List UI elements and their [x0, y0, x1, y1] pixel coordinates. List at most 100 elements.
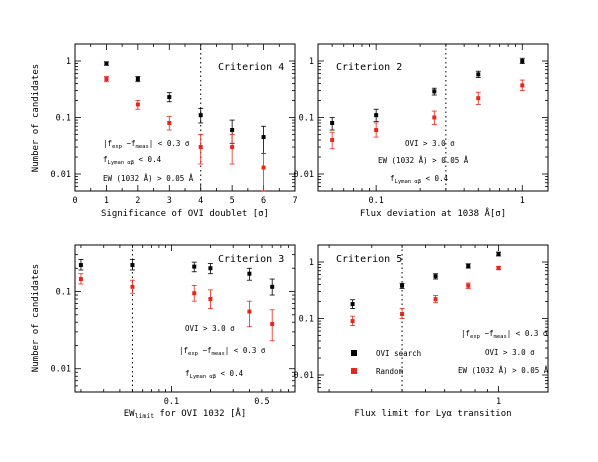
legend-marker-ovi-search [351, 350, 357, 356]
random-point [433, 297, 438, 302]
panel-criterion-4: 0.01 0.1 1 0 1 2 3 4 5 6 7 Criterion 4 |fexp −fmea… [31, 43, 298, 219]
plot-frame [74, 244, 296, 393]
ovi-search-point [432, 89, 437, 94]
x-tick-label: 0 [72, 196, 77, 206]
y-tick-label: 0.1 [299, 315, 314, 325]
random-point [270, 321, 275, 326]
y-tick-label: 0.1 [56, 114, 71, 124]
x-axis-label: Flux limit for Lyα transition [354, 409, 511, 419]
ovi-search-point [476, 72, 481, 77]
x-tick-label: 3 [167, 196, 172, 206]
random-point [104, 77, 109, 82]
ovi-search-point [270, 284, 275, 289]
y-tick-label: 0.01 [51, 170, 71, 180]
random-point [130, 284, 135, 289]
x-tick-label: 5 [230, 196, 235, 206]
annotation-equivalent-width: EW (1032 Å) > 0.05 Å [103, 174, 194, 183]
y-tick-label: 1 [309, 57, 314, 67]
y-tick-label: 0.01 [294, 371, 314, 381]
random-point [476, 96, 481, 101]
y-tick-label: 0.1 [299, 114, 314, 124]
ovi-search-point [208, 266, 213, 271]
random-point [198, 145, 203, 150]
y-tick-label: 1 [309, 258, 314, 268]
ovi-search-point [520, 59, 525, 64]
random-point [520, 83, 525, 88]
random-point [374, 128, 379, 133]
x-tick-label: 0.5 [254, 397, 269, 407]
x-tick-label: 0.1 [368, 196, 383, 206]
annotation-flux-consistency: |fexp −fmeas| < 0.3 σ [461, 329, 548, 340]
panel-criterion-3: 0.01 0.1 0.1 0.5 Criterion 3 OVI > 3.0 σ |f… [31, 244, 296, 420]
x-axis-label: Significance of OVI doublet [σ] [101, 209, 269, 219]
y-tick-label: 0.01 [51, 365, 71, 375]
ovi-search-point [330, 120, 335, 125]
criterion-label: Criterion 2 [336, 62, 402, 73]
x-tick-label: 4 [198, 196, 203, 206]
random-point [432, 115, 437, 120]
ovi-search-point [130, 263, 135, 268]
annotation-lyman-ratio: fLyman αβ < 0.4 [185, 369, 244, 380]
ovi-search-point [350, 302, 355, 307]
ovi-search-point [247, 271, 252, 276]
random-point [208, 296, 213, 301]
annotation-lyman-ratio: fLyman αβ < 0.4 [390, 174, 449, 185]
random-point [400, 312, 405, 317]
ovi-search-point [466, 263, 471, 268]
legend-label-ovi-search: OVI search [376, 349, 421, 358]
y-tick-label: 0.1 [56, 288, 71, 298]
ovi-search-point [433, 274, 438, 279]
random-point [192, 291, 197, 296]
x-tick-label: 7 [292, 196, 297, 206]
random-point [466, 283, 471, 288]
ovi-search-point [167, 95, 172, 100]
ovi-search-point [496, 252, 501, 257]
x-axis-label: Flux deviation at 1038 Å[σ] [360, 207, 506, 219]
y-tick-label: 1 [66, 57, 71, 67]
criterion-label: Criterion 4 [218, 62, 284, 73]
criterion-label: Criterion 3 [218, 254, 284, 265]
panel-criterion-2: 0.01 0.1 1 0.1 1 Criterion 2 OVI > 3.0 σ EW … [294, 43, 549, 219]
random-point [330, 137, 335, 142]
y-axis-label: Number of candidates [31, 64, 41, 172]
annotation-lyman-ratio: fLyman αβ < 0.4 [103, 155, 162, 166]
annotation-equivalent-width: EW (1032 Å) > 0.05 Å [458, 366, 549, 375]
random-point [261, 165, 266, 170]
legend-marker-random [351, 368, 357, 374]
y-tick-label: 0.01 [294, 170, 314, 180]
x-tick-label: 1 [104, 196, 109, 206]
random-point [78, 277, 83, 282]
ovi-search-point [261, 135, 266, 140]
ovi-search-point [400, 283, 405, 288]
annotation-equivalent-width: EW (1032 Å) > 0.05 Å [378, 156, 469, 165]
annotation-ovi-significance: OVI > 3.0 σ [185, 324, 235, 333]
annotation-ovi-significance: OVI > 3.0 σ [405, 139, 455, 148]
ovi-search-point [230, 128, 235, 133]
ovi-search-point [374, 113, 379, 118]
random-point [167, 120, 172, 125]
x-tick-label: 2 [135, 196, 140, 206]
criterion-label: Criterion 5 [336, 254, 402, 265]
ovi-search-point [78, 263, 83, 268]
x-tick-label: 1 [496, 397, 501, 407]
x-tick-label: 0.1 [164, 397, 179, 407]
annotation-ovi-significance: OVI > 3.0 σ [485, 348, 535, 357]
x-tick-label: 6 [261, 196, 266, 206]
ovi-search-point [104, 61, 109, 66]
random-point [135, 102, 140, 107]
random-point [350, 319, 355, 324]
ovi-search-point [192, 264, 197, 269]
random-point [496, 266, 501, 271]
annotation-flux-consistency: |fexp −fmeas| < 0.3 σ [103, 139, 190, 150]
y-axis-label: Number of candidates [31, 264, 41, 372]
ovi-search-point [135, 77, 140, 82]
ovi-search-point [198, 113, 203, 118]
random-point [230, 145, 235, 150]
random-point [247, 309, 252, 314]
x-axis-label: EWlimit for OVI 1032 [Å] [124, 407, 247, 420]
legend-label-random: Random [376, 367, 404, 376]
annotation-flux-consistency: |fexp −fmeas| < 0.3 σ [179, 346, 266, 357]
panel-criterion-5: 0.01 0.1 1 1 Criterion 5 |fexp −fmeas| < 0.… [294, 244, 549, 419]
x-tick-label: 1 [520, 196, 525, 206]
